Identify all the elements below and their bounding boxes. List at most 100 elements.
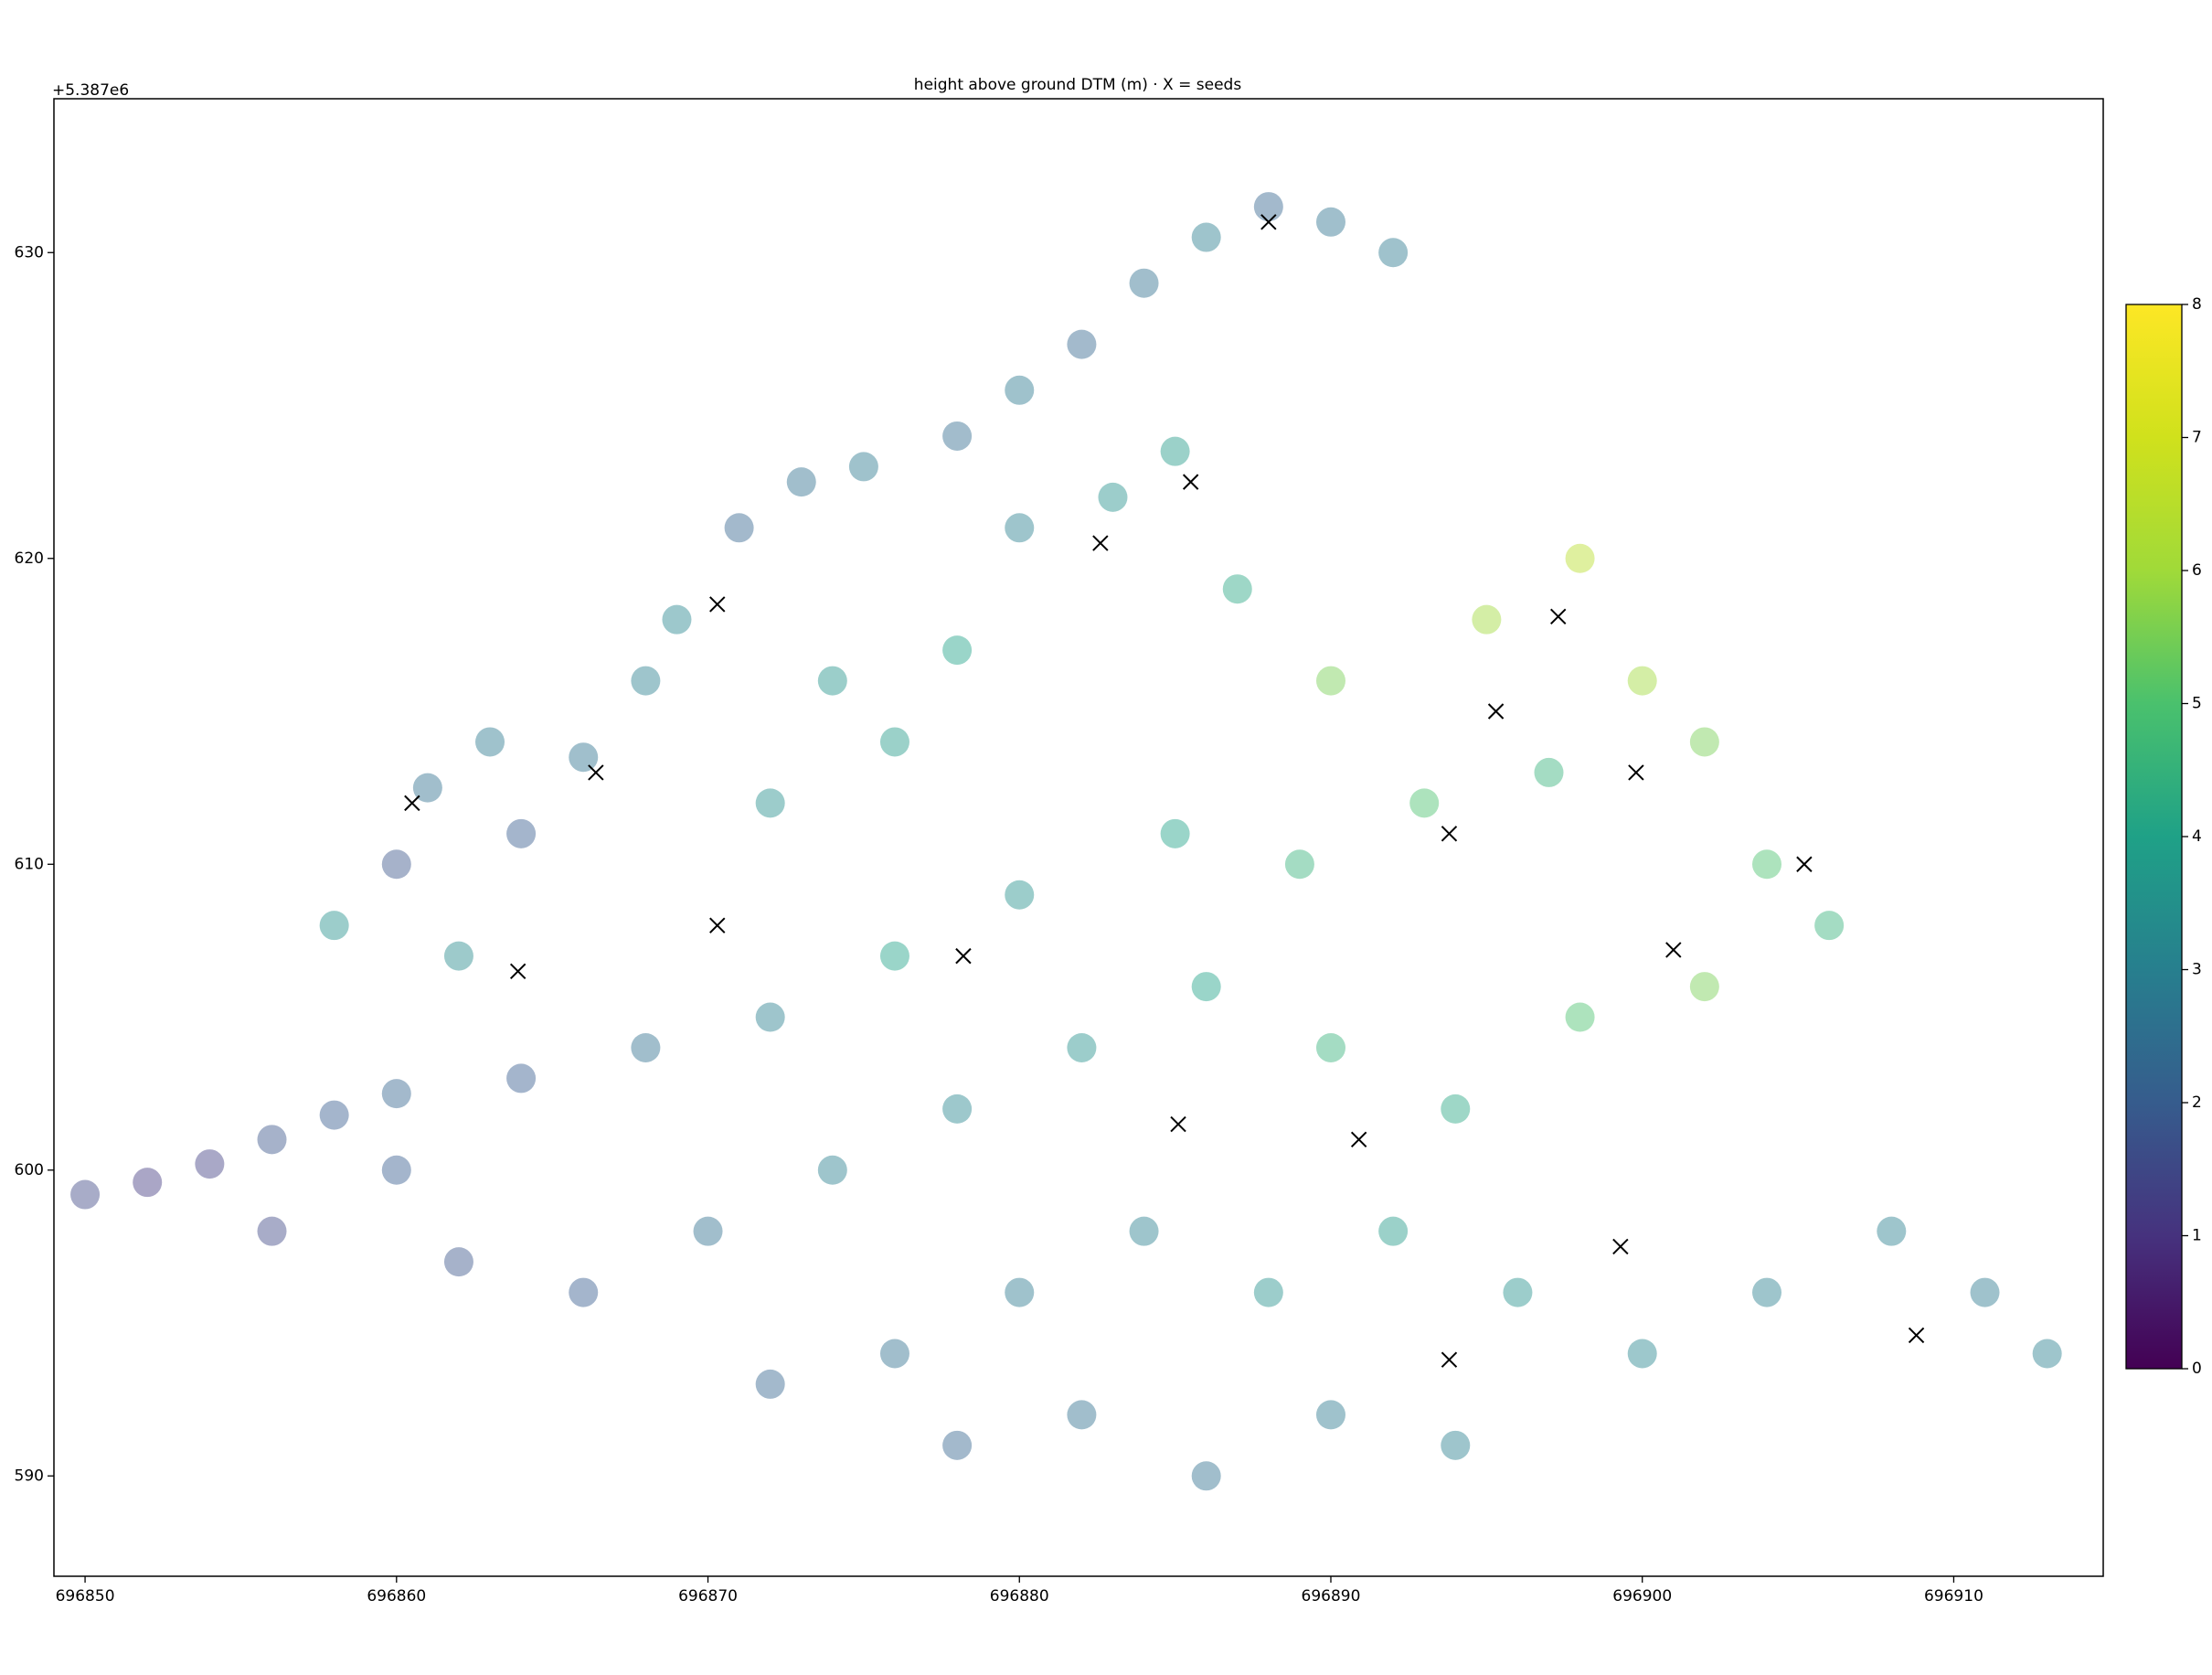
point-cloud-sample (817, 666, 847, 696)
point-cloud-sample (1877, 1216, 1907, 1246)
colorbar-tick-label: 1 (2192, 1227, 2202, 1245)
point-cloud-sample (1005, 375, 1035, 405)
point-cloud-sample (1378, 238, 1409, 268)
x-tick-label: 696900 (1612, 1587, 1672, 1606)
point-cloud-sample (786, 467, 816, 497)
point-cloud-sample (1315, 1032, 1345, 1062)
x-tick-label: 696910 (1924, 1587, 1983, 1606)
point-cloud-sample (569, 1277, 599, 1307)
point-cloud-sample (1472, 604, 1502, 635)
point-cloud-sample (1970, 1277, 2000, 1307)
point-cloud-sample (319, 1100, 349, 1130)
point-cloud-sample (817, 1155, 847, 1185)
x-tick-label: 696860 (367, 1587, 426, 1606)
point-cloud-sample (1814, 911, 1845, 941)
point-cloud-sample (475, 727, 505, 757)
point-cloud-sample (942, 635, 973, 666)
point-cloud-sample (1191, 1461, 1221, 1491)
point-cloud-sample (1191, 972, 1221, 1002)
seed-marker (404, 795, 420, 812)
point-cloud-sample (755, 788, 785, 818)
point-cloud-sample (1752, 1277, 1782, 1307)
seed-marker (1350, 1131, 1367, 1148)
point-cloud-sample (381, 1079, 411, 1109)
point-cloud-sample (848, 452, 878, 482)
seed-marker (1170, 1115, 1186, 1133)
seed-marker (1612, 1238, 1629, 1255)
point-cloud-sample (1067, 1400, 1097, 1430)
seed-marker (1665, 942, 1682, 958)
colorbar-tick-label: 7 (2192, 429, 2202, 447)
point-cloud-sample (662, 604, 692, 635)
point-cloud-sample (1441, 1094, 1471, 1124)
point-cloud-sample (1565, 543, 1595, 573)
seed-marker (1441, 826, 1458, 842)
x-tick-label: 696890 (1302, 1587, 1361, 1606)
point-cloud-sample (381, 1155, 411, 1185)
point-cloud-sample (257, 1125, 287, 1155)
point-cloud-sample (1067, 1032, 1097, 1062)
x-tick-label: 696850 (56, 1587, 115, 1606)
point-cloud-sample (1160, 818, 1190, 848)
point-cloud-sample (1191, 222, 1221, 252)
point-cloud-sample (1689, 727, 1719, 757)
point-cloud-sample (942, 1430, 973, 1460)
point-cloud-sample (879, 1339, 909, 1369)
seed-marker (1182, 474, 1199, 490)
point-cloud-sample (257, 1216, 287, 1246)
colorbar-tick-label: 6 (2192, 561, 2202, 580)
seed-marker (709, 596, 726, 613)
y-tick-label: 610 (15, 855, 44, 873)
y-tick-label: 630 (15, 243, 44, 261)
point-cloud-sample (443, 1247, 473, 1277)
point-cloud-sample (724, 513, 754, 543)
seed-marker (1796, 856, 1813, 872)
point-cloud-sample (1253, 1277, 1283, 1307)
colorbar (2125, 304, 2183, 1370)
y-tick-label: 590 (15, 1467, 44, 1485)
point-cloud-sample (879, 941, 909, 971)
point-cloud-sample (942, 1094, 973, 1124)
colorbar-tick-label: 3 (2192, 961, 2202, 979)
point-cloud-sample (133, 1168, 163, 1198)
seed-marker (1092, 535, 1109, 551)
seed-marker (509, 963, 526, 980)
point-cloud-sample (1534, 757, 1564, 787)
y-tick-label: 620 (15, 549, 44, 568)
point-cloud-sample (1253, 192, 1283, 222)
point-cloud-sample (1005, 513, 1035, 543)
point-cloud-sample (195, 1149, 225, 1179)
x-tick-label: 696880 (990, 1587, 1049, 1606)
point-cloud-sample (1315, 207, 1345, 237)
point-cloud-sample (755, 1002, 785, 1032)
seed-marker (1908, 1327, 1925, 1344)
point-cloud-sample (1129, 1216, 1159, 1246)
chart-title: height above ground DTM (m) · X = seeds (914, 76, 1242, 94)
colorbar-tick-label: 5 (2192, 695, 2202, 713)
point-cloud-sample (1129, 268, 1159, 298)
seed-marker (955, 947, 972, 965)
point-cloud-sample (1222, 574, 1252, 604)
point-cloud-sample (412, 773, 442, 803)
plot-frame (53, 98, 2104, 1577)
point-cloud-sample (506, 1063, 537, 1094)
point-cloud-sample (631, 1032, 661, 1062)
point-cloud-sample (693, 1216, 723, 1246)
point-cloud-sample (1503, 1277, 1533, 1307)
point-cloud-sample (443, 941, 473, 971)
colorbar-tick-label: 2 (2192, 1094, 2202, 1112)
y-offset-label: +5.387e6 (52, 81, 129, 100)
point-cloud-sample (631, 666, 661, 696)
seed-marker (1550, 608, 1567, 625)
point-cloud-sample (1627, 666, 1657, 696)
point-cloud-sample (1098, 482, 1128, 512)
point-cloud-sample (1284, 849, 1314, 880)
seed-marker (1441, 1351, 1458, 1368)
y-tick-label: 600 (15, 1161, 44, 1179)
point-cloud-sample (1409, 788, 1440, 818)
point-cloud-sample (569, 742, 599, 773)
point-cloud-sample (1315, 1400, 1345, 1430)
seed-marker (1487, 703, 1505, 720)
point-cloud-sample (1689, 972, 1719, 1002)
point-cloud-sample (1005, 1277, 1035, 1307)
